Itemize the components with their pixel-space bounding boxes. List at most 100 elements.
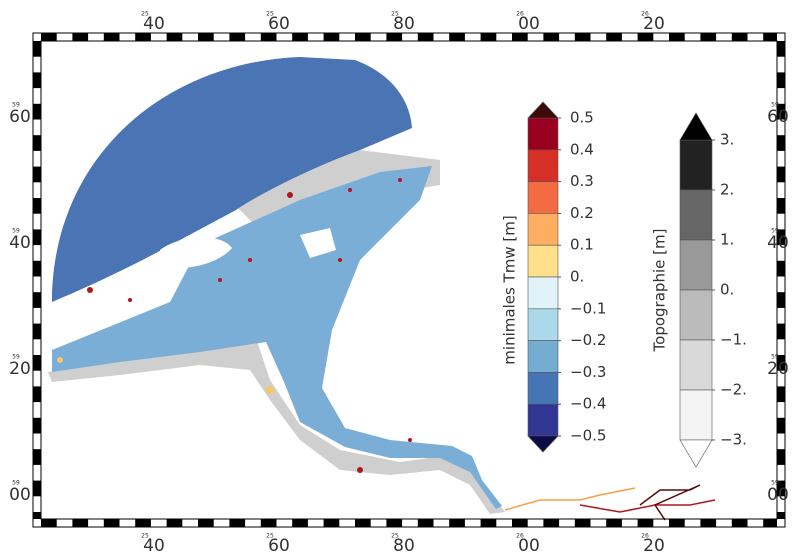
- lon-label: 80: [393, 14, 415, 34]
- colorbar-box: [527, 308, 559, 341]
- colorbar-label: −2.: [720, 381, 747, 399]
- frame-check: [355, 33, 371, 41]
- colorbar-label: −0.5: [570, 427, 606, 445]
- frame-check: [777, 355, 785, 371]
- frame-check: [700, 33, 717, 41]
- frame-check: [198, 33, 214, 41]
- colorbar-label: 0.: [720, 281, 734, 299]
- colorbar-box: [527, 276, 559, 310]
- frame-outer: [32, 32, 786, 528]
- frame-inner: [40, 40, 778, 520]
- frame-check: [574, 519, 591, 527]
- frame-check: [41, 519, 57, 527]
- frame-check: [260, 519, 277, 527]
- lon-prefix: 26: [641, 533, 649, 540]
- frame-check: [33, 449, 41, 465]
- lon-prefix: 25: [266, 11, 274, 18]
- colorbar-box: [527, 213, 559, 246]
- lon-prefix: 25: [266, 533, 274, 540]
- frame-check: [229, 519, 246, 527]
- colorbar-box: [527, 340, 559, 373]
- frame-check: [292, 33, 308, 41]
- colorbar-box: [679, 239, 713, 291]
- frame-check: [260, 33, 277, 41]
- map-area: [48, 57, 716, 521]
- frame-check: [103, 33, 120, 41]
- colorbar-title: Topographie [m]: [651, 229, 669, 353]
- lat-label: 40: [767, 233, 789, 253]
- frame-check: [480, 519, 497, 527]
- frame-check: [72, 33, 89, 41]
- lat-prefix: 59: [12, 102, 20, 109]
- lat-label: 60: [767, 107, 789, 127]
- colorbar-box: [679, 189, 713, 241]
- frame-check: [777, 135, 785, 151]
- colorbar-extend: [527, 101, 559, 119]
- frame-check: [135, 33, 151, 41]
- colorbar-label: 2.: [720, 181, 734, 199]
- frame-check: [777, 417, 785, 434]
- frame-check: [763, 519, 777, 527]
- colorbar-box: [527, 149, 559, 182]
- lat-label: 00: [767, 485, 789, 505]
- frame-check: [33, 386, 41, 403]
- frame-check: [777, 41, 785, 57]
- colorbar-label: 1.: [720, 231, 734, 249]
- frame-check: [777, 72, 785, 89]
- colorbar-label: −0.4: [570, 395, 606, 413]
- frame-check: [777, 260, 785, 277]
- colorbar-extend: [527, 435, 559, 453]
- colorbar-box: [527, 181, 559, 214]
- frame-check: [33, 103, 41, 120]
- frame-check: [33, 480, 41, 497]
- frame-check: [574, 33, 591, 41]
- lat-prefix: 59: [771, 354, 779, 361]
- frame-check: [41, 33, 57, 41]
- lon-prefix: 26: [641, 11, 649, 18]
- lat-prefix: 59: [771, 102, 779, 109]
- river-branch: [504, 487, 636, 511]
- frame-check: [777, 480, 785, 497]
- colorbar-label: 0.: [570, 268, 584, 286]
- lon-prefix: 26: [516, 533, 524, 540]
- frame-check: [763, 33, 777, 41]
- frame-check: [606, 519, 622, 527]
- frame-check: [135, 519, 151, 527]
- lon-label: 00: [518, 536, 540, 556]
- frame-check: [386, 33, 403, 41]
- colorbar-label: 0.2: [570, 204, 594, 222]
- frame-check: [292, 519, 308, 527]
- frame-check: [33, 41, 41, 57]
- colorbar-label: −1.: [720, 331, 747, 349]
- frame-check: [543, 33, 560, 41]
- frame-check: [33, 229, 41, 246]
- frame-check: [700, 519, 717, 527]
- frame-check: [512, 519, 528, 527]
- frame-check: [33, 166, 41, 183]
- river-branch: [579, 499, 716, 513]
- colorbar-extend: [679, 439, 713, 468]
- frame-check: [669, 519, 685, 527]
- shoals: [57, 178, 412, 473]
- island: [160, 228, 336, 268]
- colorbar-label: 3.: [720, 131, 734, 149]
- lat-label: 20: [767, 359, 789, 379]
- colorbar-box: [679, 389, 713, 441]
- colorbar-box: [527, 244, 559, 278]
- colorbar-label: −0.2: [570, 331, 606, 349]
- lat-prefix: 59: [12, 480, 20, 487]
- frame-check: [33, 198, 41, 214]
- frame-check: [355, 519, 371, 527]
- frame-check: [669, 33, 685, 41]
- frame-check: [33, 417, 41, 434]
- estuary: [52, 166, 502, 509]
- colorbar-box: [527, 117, 559, 151]
- frame-check: [480, 33, 497, 41]
- lon-label: 60: [268, 536, 290, 556]
- frame-check: [33, 72, 41, 89]
- frame-check: [33, 260, 41, 277]
- frame-check: [777, 292, 785, 308]
- frame-check: [33, 323, 41, 340]
- lat-label: 60: [9, 107, 31, 127]
